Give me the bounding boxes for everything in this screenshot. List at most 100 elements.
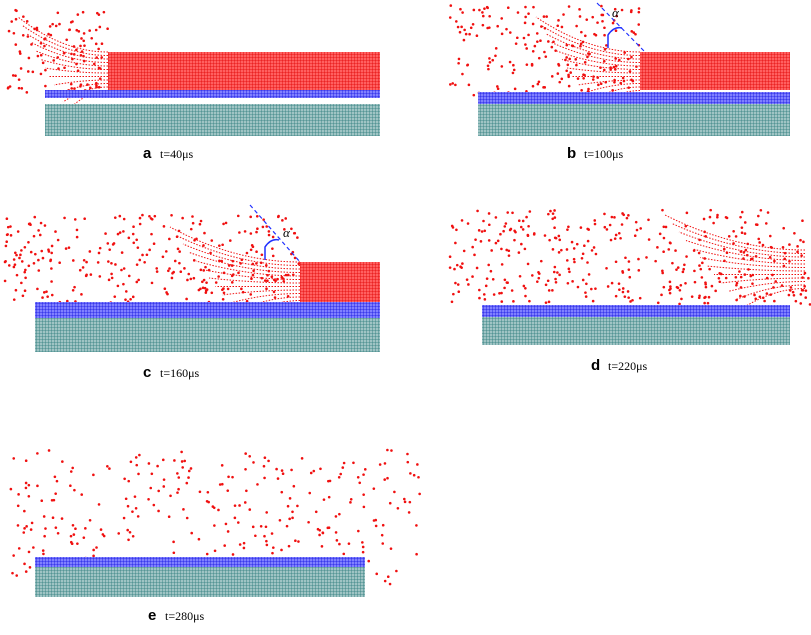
particle — [712, 222, 715, 225]
particle — [769, 256, 772, 259]
particle — [536, 40, 539, 43]
particle — [611, 282, 614, 285]
particle — [585, 282, 588, 285]
particle — [74, 218, 77, 221]
particle — [591, 16, 594, 19]
particle — [244, 230, 247, 233]
panel-letter: e — [148, 607, 156, 624]
panel-time: t=100μs — [584, 147, 624, 161]
particle — [554, 266, 557, 269]
particle — [9, 225, 12, 228]
particle — [280, 549, 283, 552]
particle — [627, 290, 630, 293]
particle — [209, 252, 212, 255]
particle — [553, 209, 556, 212]
particle — [486, 277, 489, 280]
particle — [6, 217, 9, 220]
particle — [684, 225, 687, 228]
particle — [14, 251, 17, 254]
particle — [600, 5, 603, 8]
particle — [604, 226, 607, 229]
particle — [634, 234, 637, 237]
particle — [151, 473, 154, 476]
particle — [22, 294, 25, 297]
particle — [95, 43, 98, 46]
particle — [19, 50, 22, 53]
particle — [167, 269, 170, 272]
particle — [265, 287, 268, 290]
particle — [582, 73, 585, 76]
particle — [282, 472, 285, 475]
particle — [328, 496, 331, 499]
particle — [533, 232, 536, 235]
particle — [119, 231, 122, 234]
particle — [281, 219, 284, 222]
particle — [69, 484, 72, 487]
particle — [476, 34, 479, 37]
particle — [41, 296, 44, 299]
particle — [802, 241, 805, 244]
particle — [451, 300, 454, 303]
particle — [137, 246, 140, 249]
particle — [16, 274, 19, 277]
particle — [277, 216, 280, 219]
particle — [579, 15, 582, 18]
particle — [249, 216, 252, 219]
particle — [50, 252, 53, 255]
particle — [200, 269, 203, 272]
particle — [602, 14, 605, 17]
particle — [759, 296, 762, 299]
particle — [193, 277, 196, 280]
substrate — [35, 566, 365, 597]
particle — [33, 235, 36, 238]
particle — [126, 529, 129, 532]
particle — [628, 260, 631, 263]
particle — [527, 12, 530, 15]
particle — [547, 279, 550, 282]
particle — [293, 232, 296, 235]
particle — [82, 11, 85, 14]
particle — [63, 217, 66, 220]
particle — [505, 222, 508, 225]
particle — [75, 29, 78, 32]
particle — [321, 545, 324, 548]
particle — [89, 87, 92, 90]
particle — [566, 248, 569, 251]
particle — [678, 303, 681, 306]
particle — [58, 23, 61, 26]
particle — [138, 454, 141, 457]
particle — [57, 67, 60, 70]
particle — [250, 232, 253, 235]
particle — [451, 82, 454, 85]
particle — [256, 483, 259, 486]
particle — [186, 279, 189, 282]
particle — [584, 35, 587, 38]
particle — [222, 287, 225, 290]
particle — [362, 493, 365, 496]
particle — [95, 29, 98, 32]
particle — [106, 27, 109, 30]
particle — [24, 246, 27, 249]
particle — [562, 13, 565, 16]
particle — [261, 254, 264, 257]
particle — [580, 31, 583, 34]
particle — [54, 492, 57, 495]
particle — [23, 510, 26, 513]
particle — [654, 260, 657, 263]
particle — [501, 65, 504, 68]
particle — [183, 460, 186, 463]
particle — [68, 246, 71, 249]
particle — [107, 260, 110, 263]
particle — [501, 33, 504, 36]
particle — [629, 70, 632, 73]
particle — [336, 539, 339, 542]
particle — [622, 271, 625, 274]
particle — [244, 452, 247, 455]
particle — [470, 26, 473, 29]
particle — [637, 269, 640, 272]
particle — [565, 56, 568, 59]
coating — [478, 92, 790, 104]
particle — [20, 67, 23, 70]
particle — [172, 541, 175, 544]
particle — [495, 47, 498, 50]
